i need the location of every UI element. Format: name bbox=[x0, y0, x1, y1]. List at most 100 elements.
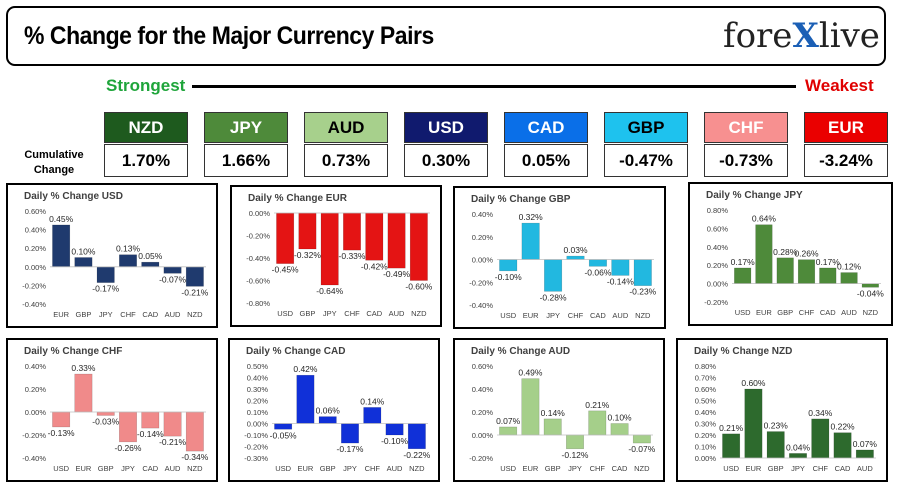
x-category-label: NZD bbox=[635, 311, 651, 320]
chart-title: Daily % Change CAD bbox=[246, 346, 346, 357]
data-label: -0.26% bbox=[115, 443, 142, 453]
bar-chart-gbp: -0.40% -0.20% 0.00% 0.20% 0.40% -0.10% 0.32% -0… bbox=[469, 210, 656, 320]
data-label: 0.64% bbox=[752, 214, 777, 224]
x-category-label: EUR bbox=[746, 464, 762, 473]
y-tick-label: 0.00% bbox=[25, 408, 47, 417]
y-tick-label: 0.10% bbox=[695, 443, 717, 452]
bar-usd bbox=[722, 433, 741, 459]
chart-panel-aud: Daily % Change AUD -0.20% 0.00% 0.20% 0.40%… bbox=[453, 338, 665, 482]
y-tick-label: 0.00% bbox=[707, 280, 729, 289]
x-category-label: GBP bbox=[300, 309, 316, 318]
x-category-label: USD bbox=[500, 464, 516, 473]
data-label: -0.04% bbox=[857, 288, 884, 298]
x-category-label: CHF bbox=[568, 311, 584, 320]
currency-card-eur: EUR -3.24% bbox=[804, 112, 888, 177]
data-label: -0.32% bbox=[294, 250, 321, 260]
y-tick-label: 0.20% bbox=[247, 397, 269, 406]
x-category-label: CHF bbox=[344, 309, 360, 318]
chart-panel-nzd: Daily % Change NZD 0.00% 0.10% 0.20% 0.30% 0… bbox=[676, 338, 888, 482]
data-label: -0.07% bbox=[628, 444, 655, 454]
data-label: -0.17% bbox=[92, 284, 119, 294]
y-tick-label: 0.10% bbox=[247, 408, 269, 417]
bar-chart-eur: -0.80% -0.60% -0.40% -0.20% 0.00% -0.45% -0.32… bbox=[246, 209, 433, 318]
data-label: 0.03% bbox=[563, 245, 588, 255]
y-tick-label: 0.00% bbox=[472, 256, 494, 265]
x-category-label: JPY bbox=[343, 464, 357, 473]
bar-usd bbox=[276, 212, 295, 264]
header-panel: % Change for the Major Currency Pairs fo… bbox=[6, 6, 886, 66]
bar-usd bbox=[52, 411, 71, 428]
data-label: 0.04% bbox=[786, 442, 811, 452]
y-tick-label: 0.60% bbox=[707, 224, 729, 233]
x-category-label: GBP bbox=[320, 464, 336, 473]
data-label: 0.21% bbox=[585, 400, 610, 410]
x-category-label: USD bbox=[735, 308, 751, 317]
bar-chf bbox=[797, 259, 816, 284]
bar-chart-cad: -0.30% -0.20% -0.10% 0.00% 0.10% 0.20% 0.30% 0.… bbox=[244, 362, 431, 473]
bar-gbp bbox=[74, 257, 93, 268]
y-tick-label: 0.40% bbox=[707, 243, 729, 252]
y-tick-label: -0.20% bbox=[22, 431, 46, 440]
data-label: -0.60% bbox=[405, 282, 432, 292]
data-label: 0.33% bbox=[71, 363, 96, 373]
y-tick-label: -0.20% bbox=[244, 443, 268, 452]
y-tick-label: 0.50% bbox=[247, 362, 269, 371]
cumulative-change-value: 1.70% bbox=[104, 144, 188, 177]
bar-nzd bbox=[407, 423, 426, 450]
x-category-label: CAD bbox=[142, 310, 158, 319]
x-category-label: GBP bbox=[777, 308, 793, 317]
y-tick-label: -0.40% bbox=[469, 301, 493, 310]
forexlive-logo: foreXlive bbox=[723, 16, 880, 56]
y-tick-label: 0.40% bbox=[695, 408, 717, 417]
data-label: -0.07% bbox=[159, 274, 186, 284]
cumulative-change-value: -0.73% bbox=[704, 144, 788, 177]
bar-usd bbox=[274, 423, 293, 430]
x-category-label: CHF bbox=[120, 310, 136, 319]
cumulative-change-value: 0.73% bbox=[304, 144, 388, 177]
x-category-label: USD bbox=[277, 309, 293, 318]
bar-gbp bbox=[543, 418, 562, 436]
x-category-label: EUR bbox=[523, 311, 539, 320]
bar-chf bbox=[343, 212, 361, 251]
cumulative-change-value: -0.47% bbox=[604, 144, 688, 177]
data-label: 0.34% bbox=[808, 408, 833, 418]
data-label: 0.14% bbox=[541, 408, 566, 418]
bar-chf bbox=[811, 418, 830, 459]
bar-chf bbox=[119, 254, 137, 268]
x-category-label: GBP bbox=[76, 310, 92, 319]
x-category-label: JPY bbox=[99, 310, 113, 319]
data-label: -0.12% bbox=[562, 450, 589, 460]
chart-title: Daily % Change CHF bbox=[24, 346, 123, 357]
bar-aud bbox=[163, 266, 182, 274]
bar-jpy bbox=[119, 411, 137, 443]
bar-usd bbox=[499, 259, 518, 272]
page-title: % Change for the Major Currency Pairs bbox=[24, 22, 434, 50]
x-category-label: EUR bbox=[76, 464, 92, 473]
x-category-label: AUD bbox=[612, 311, 628, 320]
chart-title: Daily % Change GBP bbox=[471, 194, 571, 205]
chart-panel-cad: Daily % Change CAD -0.30% -0.20% -0.10% 0.0… bbox=[228, 338, 440, 482]
x-category-label: JPY bbox=[546, 311, 560, 320]
y-tick-label: -0.20% bbox=[704, 298, 728, 307]
cumulative-change-value: 0.30% bbox=[404, 144, 488, 177]
currency-name: AUD bbox=[304, 112, 388, 143]
data-label: 0.60% bbox=[741, 378, 766, 388]
data-label: 0.05% bbox=[138, 251, 163, 261]
data-label: -0.23% bbox=[629, 287, 656, 297]
data-label: -0.64% bbox=[316, 286, 343, 296]
bar-nzd bbox=[633, 259, 652, 286]
y-tick-label: -0.40% bbox=[22, 454, 46, 463]
data-label: 0.49% bbox=[518, 368, 543, 378]
x-category-label: USD bbox=[500, 311, 516, 320]
x-category-label: AUD bbox=[857, 464, 873, 473]
data-label: 0.07% bbox=[496, 416, 521, 426]
x-category-label: CAD bbox=[590, 311, 606, 320]
y-tick-label: 0.30% bbox=[695, 420, 717, 429]
x-category-label: AUD bbox=[165, 310, 181, 319]
bar-usd bbox=[734, 267, 752, 284]
bar-aud bbox=[385, 423, 404, 436]
currency-card-chf: CHF -0.73% bbox=[704, 112, 788, 177]
bar-gbp bbox=[776, 257, 794, 284]
data-label: -0.14% bbox=[137, 429, 164, 439]
y-tick-label: 0.60% bbox=[695, 385, 717, 394]
